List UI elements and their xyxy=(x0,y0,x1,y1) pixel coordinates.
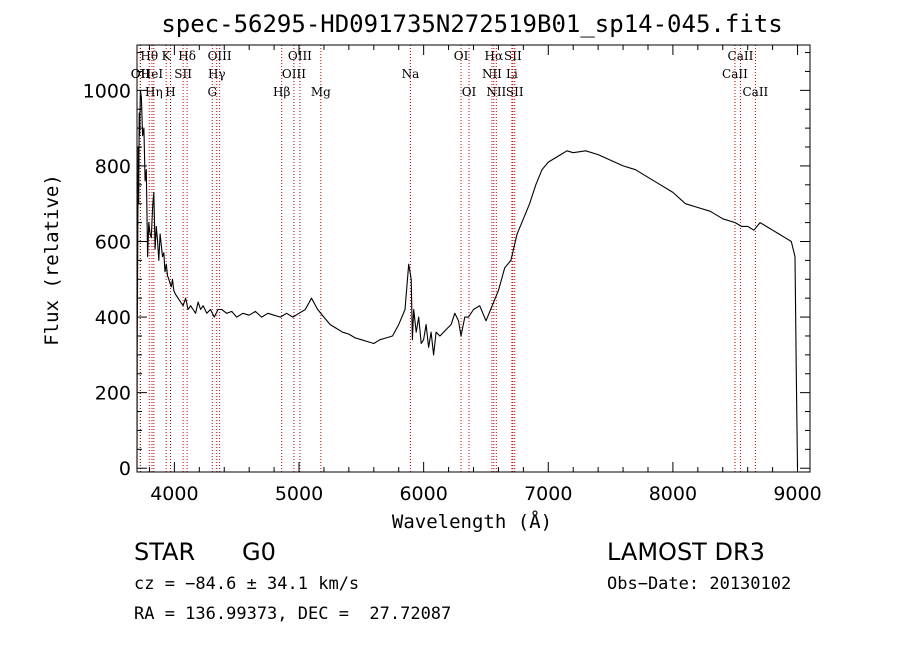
line-marker-label-17: OI xyxy=(454,49,469,63)
line-marker-label-4: Hη xyxy=(145,85,163,99)
line-marker-label-8: Hδ xyxy=(178,49,196,63)
y-tick-label-2: 400 xyxy=(95,307,131,329)
line-marker-label-26: CaII xyxy=(722,67,748,81)
line-marker-label-16: Na xyxy=(402,67,420,81)
line-marker-label-21: NII xyxy=(486,85,506,99)
redshift-velocity: cz = −84.6 ± 34.1 km/s xyxy=(134,574,360,594)
line-marker-label-14: OIII xyxy=(282,67,306,81)
line-marker-label-7: SII xyxy=(174,67,192,81)
line-marker-label-19: Hα xyxy=(485,49,504,63)
line-marker-label-11: G xyxy=(207,85,217,99)
line-marker-label-23: Li xyxy=(506,67,518,81)
observation-date: Obs−Date: 20130102 xyxy=(607,574,792,594)
plot-area xyxy=(136,89,799,469)
x-tick-label-4: 8000 xyxy=(649,483,697,505)
y-tick-label-5: 1000 xyxy=(83,80,131,102)
plot-frame xyxy=(136,44,811,473)
line-marker-label-9: OIII xyxy=(208,49,232,63)
y-tick-label-3: 600 xyxy=(95,231,131,253)
object-class: STAR xyxy=(134,538,196,566)
object-subclass: G0 xyxy=(242,538,276,566)
x-tick-label-3: 7000 xyxy=(524,483,572,505)
line-marker-label-10: Hγ xyxy=(208,67,226,81)
line-marker-label-15: Mg xyxy=(311,85,331,99)
y-tick-label-4: 800 xyxy=(95,156,131,178)
x-tick-label-2: 6000 xyxy=(399,483,447,505)
spectrum-flux-line xyxy=(136,89,799,469)
line-marker-label-6: H xyxy=(165,85,175,99)
y-axis-label: Flux (relative) xyxy=(41,174,63,346)
line-marker-label-0: OII xyxy=(131,67,151,81)
line-marker-label-27: CaII xyxy=(742,85,768,99)
line-marker-label-13: OIII xyxy=(288,49,312,63)
line-marker-label-12: Hβ xyxy=(273,85,290,99)
y-tick-label-1: 200 xyxy=(95,383,131,405)
line-marker-label-5: K xyxy=(162,49,172,63)
y-tick-label-0: 0 xyxy=(119,458,131,480)
line-marker-label-2: OII xyxy=(131,67,151,81)
line-marker-label-18: OI xyxy=(462,85,477,99)
x-axis-label: Wavelength (Å) xyxy=(392,510,552,533)
chart-title: spec-56295-HD091735N272519B01_sp14-045.f… xyxy=(161,10,782,38)
x-tick-label-0: 4000 xyxy=(150,483,198,505)
x-tick-label-1: 5000 xyxy=(275,483,323,505)
line-marker-label-3: HeI xyxy=(141,67,164,81)
line-marker-label-25: CaII xyxy=(728,49,754,63)
line-marker-label-24: SII xyxy=(506,85,524,99)
axes: 4000 5000 6000 7000 8000 9000 0 200 400 600 800 100… xyxy=(83,44,822,505)
line-marker-label-20: NII xyxy=(482,67,502,81)
line-marker-label-1: Hθ xyxy=(140,49,158,63)
line-marker-label-22: SII xyxy=(504,49,522,63)
coordinates: RA = 136.99373, DEC = 27.72087 xyxy=(134,604,452,624)
x-tick-label-5: 9000 xyxy=(773,483,821,505)
survey-name: LAMOST DR3 xyxy=(607,538,765,566)
